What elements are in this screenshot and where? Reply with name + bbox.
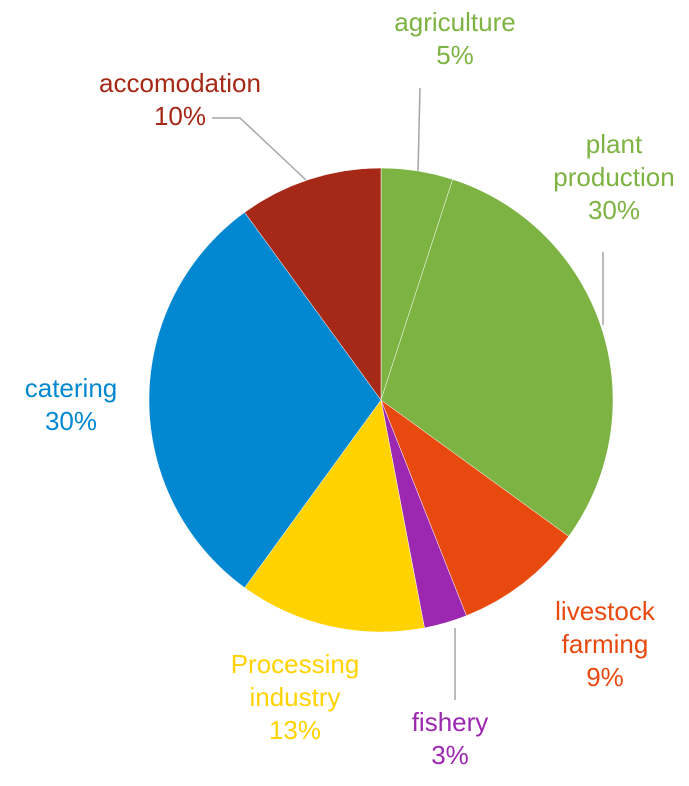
label: livestock farming 9% xyxy=(535,595,675,694)
slices xyxy=(148,167,614,633)
label-value: 9% xyxy=(586,662,624,692)
label-name: livestock farming xyxy=(555,596,655,659)
leader-line xyxy=(212,117,307,181)
label: fishery 3% xyxy=(380,706,520,772)
slice xyxy=(148,211,382,589)
slice xyxy=(244,167,382,401)
slice xyxy=(380,179,614,537)
slice xyxy=(244,399,425,633)
label-name: fishery xyxy=(411,707,489,737)
label: plant production 30% xyxy=(539,128,689,227)
label-value: 13% xyxy=(268,715,322,745)
label-value: 5% xyxy=(436,40,474,70)
label-name: accomodation xyxy=(99,68,261,98)
label: accomodation 10% xyxy=(70,67,290,133)
label-value: 30% xyxy=(44,406,98,436)
label-name: plant production xyxy=(553,129,675,192)
label: Processing industry 13% xyxy=(210,648,380,747)
label-name: agriculture xyxy=(394,7,516,37)
label-value: 3% xyxy=(431,740,469,770)
label-name: catering xyxy=(24,373,118,403)
slice xyxy=(380,399,570,617)
leader-lines xyxy=(212,87,604,700)
label: agriculture 5% xyxy=(355,6,555,72)
label-value: 10% xyxy=(153,101,207,131)
label-value: 30% xyxy=(587,195,641,225)
label-name: Processing industry xyxy=(230,649,360,712)
label: catering 30% xyxy=(1,372,141,438)
leader-line xyxy=(417,87,421,173)
